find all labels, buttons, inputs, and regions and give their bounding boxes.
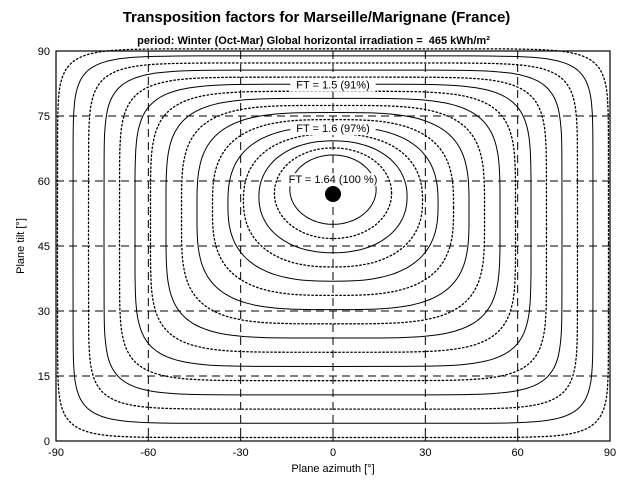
y-tick-label: 45 — [38, 241, 50, 253]
x-tick-label: 30 — [419, 447, 431, 459]
contour-line-dotted — [211, 118, 455, 297]
y-tick-label: 15 — [38, 371, 50, 383]
contour-line-dotted — [87, 62, 579, 410]
y-tick-label: 60 — [38, 176, 50, 188]
contour-line — [258, 140, 408, 254]
x-tick-label: 90 — [604, 447, 616, 459]
contour-line-dotted — [180, 104, 486, 325]
y-tick-label: 90 — [38, 46, 50, 58]
annotation-background — [290, 78, 376, 92]
y-tick-label: 30 — [38, 306, 50, 318]
x-axis-label: Plane azimuth [°] — [291, 463, 374, 475]
chart-title: Transposition factors for Marseille/Mari… — [122, 9, 511, 26]
contour-line-dotted — [56, 48, 610, 439]
contour-line — [165, 97, 501, 339]
contour-line — [103, 69, 563, 396]
optimum-marker — [325, 186, 341, 202]
contour-line — [289, 154, 377, 225]
contour-line — [72, 55, 594, 424]
annotation-background — [281, 173, 385, 187]
contour-line — [196, 111, 470, 311]
contour-line-dotted — [118, 76, 548, 382]
subtitle-period: period: Winter (Oct-Mar) Global horizont… — [137, 35, 423, 47]
contour-annotations: FT = 1.5 (91%) FT = 1.6 (97%) FT = 1.64 (1… — [281, 78, 385, 187]
y-axis-label: Plane tilt [°] — [15, 218, 27, 274]
annotation-background — [290, 122, 376, 136]
contour-annotation: FT = 1.6 (97%) — [296, 123, 369, 135]
axis-ticks: -90 -60 -30 0 30 60 90 0 15 30 45 60 75 90 — [38, 46, 616, 459]
x-tick-label: 60 — [512, 447, 524, 459]
contour-annotation: FT = 1.5 (91%) — [296, 80, 369, 92]
contour-line — [227, 126, 439, 282]
subtitle-irradiation: 465 kWh/m² — [428, 35, 490, 47]
x-tick-label: -60 — [140, 447, 156, 459]
contour-line — [134, 83, 532, 368]
x-tick-label: -30 — [233, 447, 249, 459]
chart-subtitle: period: Winter (Oct-Mar) Global horizont… — [0, 35, 633, 47]
contour-annotation: FT = 1.64 (100 %) — [289, 174, 378, 186]
grid-lines — [56, 51, 610, 441]
y-tick-label: 75 — [38, 111, 50, 123]
y-tick-label: 0 — [44, 436, 50, 448]
contour-line-dotted — [273, 147, 393, 240]
x-tick-label: 0 — [330, 447, 336, 459]
x-tick-label: -90 — [48, 447, 64, 459]
contour-lines — [56, 48, 610, 439]
contour-line-dotted — [242, 133, 424, 268]
